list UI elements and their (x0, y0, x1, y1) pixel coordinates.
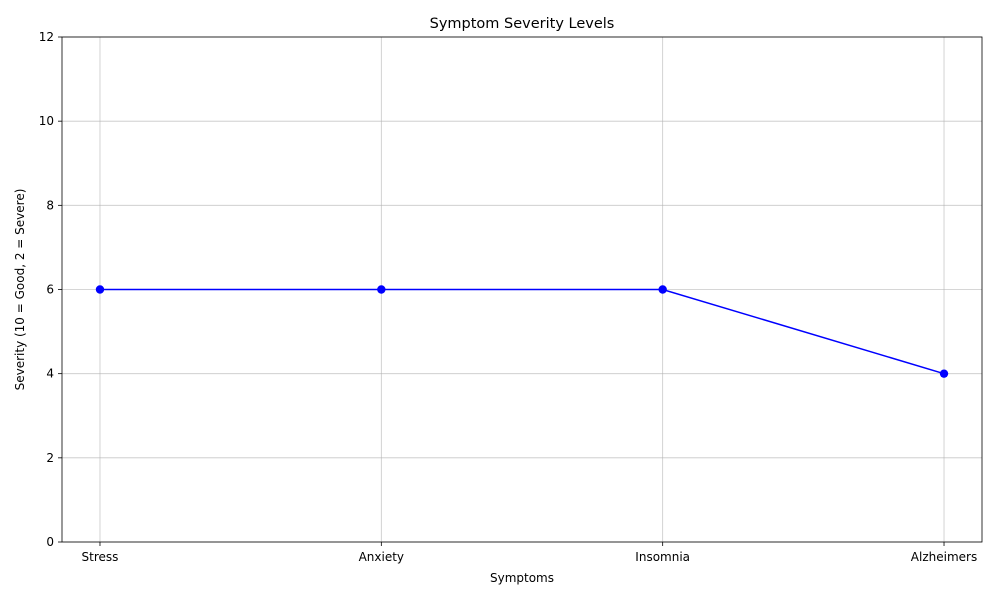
y-axis-title: Severity (10 = Good, 2 = Severe) (13, 189, 27, 391)
x-tick-label: Stress (82, 550, 119, 564)
y-tick-label: 0 (46, 535, 54, 549)
data-point (939, 369, 949, 378)
series (95, 285, 949, 378)
x-tick-label: Anxiety (359, 550, 404, 564)
y-tick-label: 12 (39, 30, 54, 44)
x-tick-label: Insomnia (635, 550, 690, 564)
axes-frame (61, 36, 983, 543)
y-tick-label: 6 (46, 283, 54, 297)
axis-ticks: 0 2 4 6 8 10 12 Stress Anxiety Insomnia Alzheimers (39, 30, 978, 564)
chart-title: Symptom Severity Levels (430, 16, 615, 32)
data-point (658, 285, 667, 294)
data-point (377, 285, 386, 294)
series-line (99, 288, 945, 375)
y-tick-label: 10 (39, 114, 54, 128)
x-tick-label: Alzheimers (911, 550, 977, 564)
y-tick-label: 8 (46, 198, 54, 212)
data-point (95, 285, 105, 294)
y-tick-label: 4 (46, 367, 54, 381)
x-axis-title: Symptoms (490, 571, 554, 585)
y-tick-label: 2 (46, 451, 54, 465)
